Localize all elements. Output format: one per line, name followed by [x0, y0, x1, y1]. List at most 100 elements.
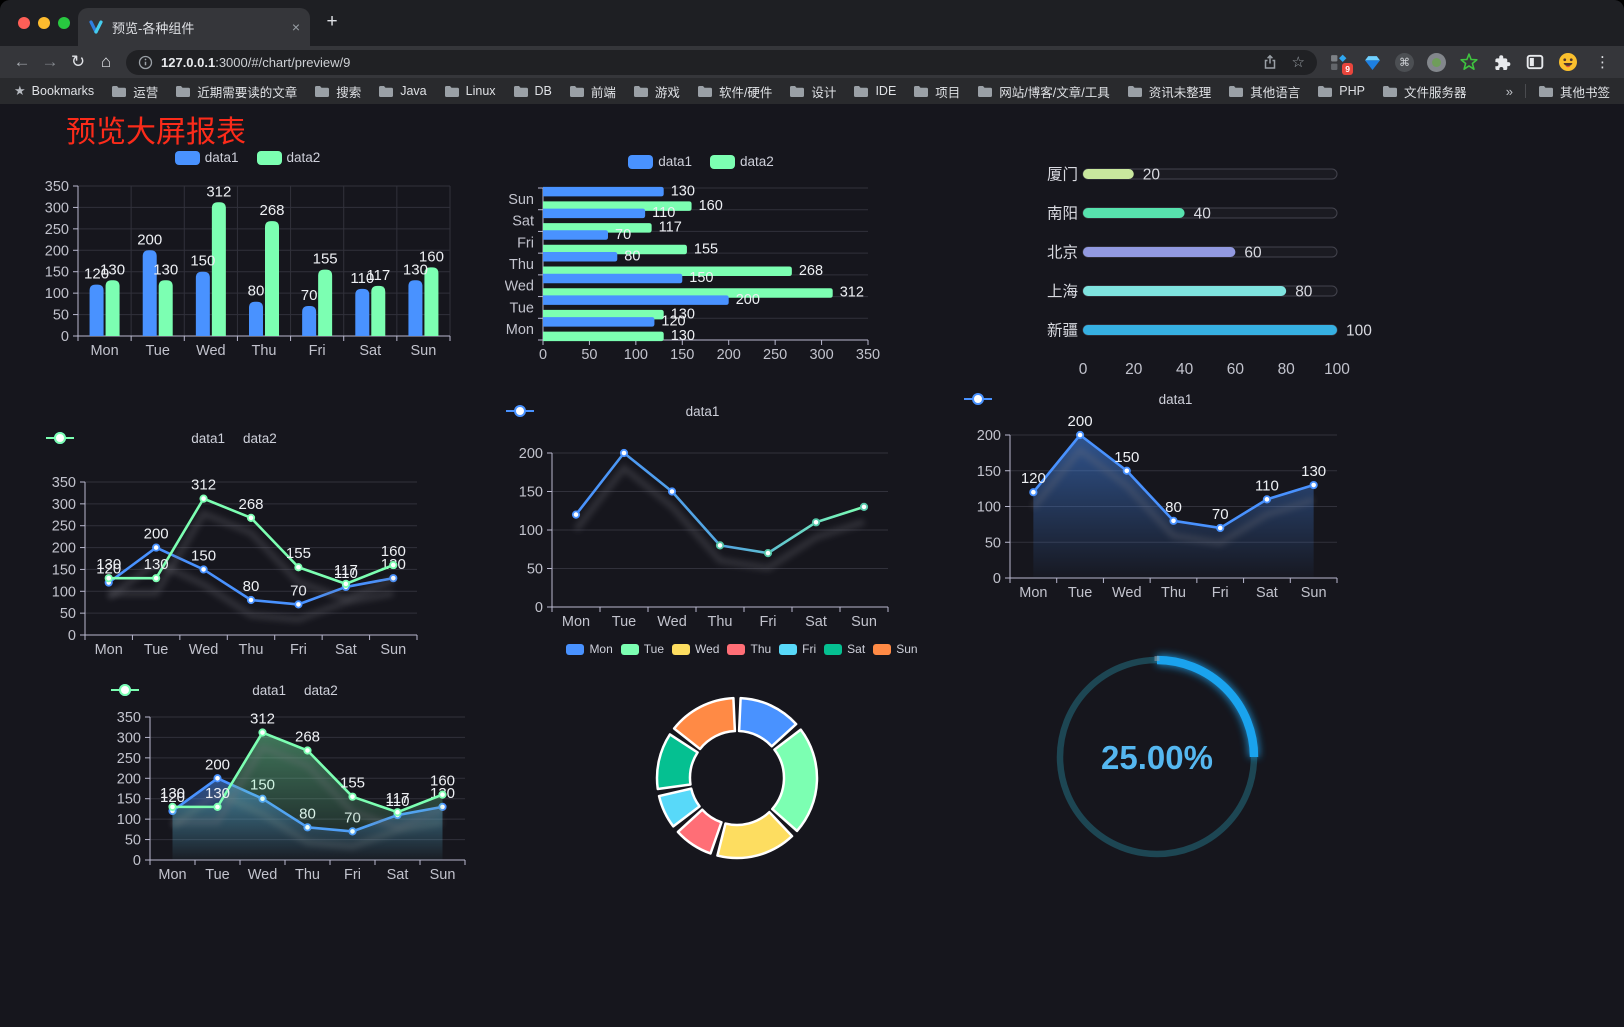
legend-item[interactable]: Mon	[566, 642, 613, 656]
svg-text:150: 150	[977, 464, 1001, 480]
svg-text:Fri: Fri	[344, 867, 361, 883]
reload-icon[interactable]: ↻	[70, 52, 86, 71]
two-series-area-chart-canvas: 0 50 100 150 200 250 300 350 Mon Tue Wed Thu Fri Sat S…	[117, 710, 466, 883]
legend-item[interactable]: Fri	[779, 642, 816, 656]
bookmark-folder[interactable]: 网站/博客/文章/工具	[977, 82, 1110, 101]
bookmark-folder[interactable]: Java	[378, 82, 427, 101]
extensions-area: 9 ⌘	[1325, 52, 1624, 75]
bookmark-folder[interactable]: IDE	[853, 82, 896, 101]
legend-item[interactable]: data1	[111, 683, 286, 698]
legend-item[interactable]: data2	[46, 431, 277, 446]
new-tab-button[interactable]: +	[326, 11, 338, 32]
svg-text:100: 100	[117, 812, 141, 828]
bookmark-folder[interactable]: 软件/硬件	[697, 82, 772, 101]
extensions-puzzle-icon[interactable]	[1492, 52, 1512, 72]
svg-text:80: 80	[248, 283, 265, 300]
legend-item[interactable]: data2	[111, 683, 338, 698]
bookmark-folder[interactable]: 项目	[913, 82, 960, 101]
tab-manager-extension-icon[interactable]: 9	[1329, 52, 1353, 75]
svg-text:150: 150	[190, 253, 215, 270]
single-area-chart-canvas: 0 50 100 150 200 Mon Tue Wed Thu Fri Sat Sun 120 200 1…	[977, 413, 1338, 601]
legend-item[interactable]: Wed	[672, 642, 719, 656]
svg-text:110: 110	[334, 565, 358, 582]
svg-text:110: 110	[652, 205, 675, 221]
bookmark-folder[interactable]: 游戏	[633, 82, 680, 101]
tab-close-icon[interactable]: ×	[291, 19, 300, 35]
address-bar[interactable]: 127.0.0.1:3000/#/chart/preview/9 ☆	[126, 49, 1317, 75]
browser-tab[interactable]: 预览-各种组件 ×	[78, 8, 310, 46]
side-panel-icon[interactable]	[1525, 52, 1545, 72]
svg-text:Sun: Sun	[508, 192, 534, 208]
svg-text:130: 130	[96, 556, 121, 573]
url-text[interactable]: 127.0.0.1:3000/#/chart/preview/9	[161, 55, 350, 70]
bookmark-folder[interactable]: 前端	[569, 82, 616, 101]
bookmark-folder[interactable]: 资讯未整理	[1127, 82, 1211, 101]
gem-extension-icon[interactable]	[1362, 52, 1382, 72]
bookmark-folder[interactable]: Linux	[444, 82, 496, 101]
browser-menu-icon[interactable]: ⋮	[1595, 54, 1610, 71]
legend-item[interactable]: data2	[256, 150, 320, 165]
svg-text:Sat: Sat	[335, 642, 357, 658]
svg-text:Fri: Fri	[517, 235, 534, 251]
bookmark-folder[interactable]: 运营	[111, 82, 158, 101]
legend-item[interactable]: Tue	[620, 642, 664, 656]
home-icon[interactable]: ⌂	[100, 52, 112, 71]
site-info-icon[interactable]	[138, 55, 153, 70]
bookmark-star-icon[interactable]: ☆	[1291, 54, 1305, 71]
green-star-extension-icon[interactable]	[1459, 52, 1479, 72]
legend-item[interactable]: data1	[174, 150, 239, 165]
recorder-extension-icon[interactable]	[1427, 52, 1446, 72]
legend-item[interactable]: data1	[628, 154, 692, 169]
legend-swatch	[727, 643, 746, 655]
svg-text:Fri: Fri	[309, 343, 326, 359]
legend-item[interactable]: Thu	[727, 642, 771, 656]
svg-text:350: 350	[45, 179, 69, 195]
svg-text:Mon: Mon	[158, 867, 186, 883]
url-host: 127.0.0.1	[161, 54, 216, 70]
bookmark-folder[interactable]: 设计	[789, 82, 836, 101]
window-close-button[interactable]	[18, 17, 30, 29]
svg-text:110: 110	[350, 270, 374, 287]
legend-item[interactable]: data1	[506, 404, 719, 419]
svg-text:0: 0	[993, 571, 1001, 587]
legend-swatch	[824, 643, 843, 655]
svg-text:150: 150	[191, 547, 216, 564]
bookmark-folder[interactable]: DB	[513, 82, 552, 101]
grouped-bar-chart: 0 50 100 150 200 250 300 350 120 130 Mon 200 130 Tue 1…	[40, 148, 455, 370]
legend-item[interactable]: data1	[964, 392, 1192, 407]
command-extension-icon[interactable]: ⌘	[1395, 52, 1414, 72]
window-zoom-button[interactable]	[58, 17, 70, 29]
bookmark-folder[interactable]: 其他语言	[1228, 82, 1300, 101]
svg-text:250: 250	[52, 519, 76, 535]
other-bookmarks-folder[interactable]: 其他书签	[1538, 82, 1610, 101]
gauge-chart: 25.00%	[1038, 640, 1278, 878]
chart-legend: data1	[963, 392, 1388, 407]
legend-item[interactable]: data1	[46, 431, 225, 446]
svg-text:110: 110	[1255, 477, 1279, 494]
bookmark-folder[interactable]: PHP	[1317, 82, 1365, 101]
bookmarks-overflow-icon[interactable]: »	[1505, 83, 1513, 99]
back-icon[interactable]: ←	[13, 52, 31, 71]
svg-text:120: 120	[661, 314, 685, 330]
bookmark-folder[interactable]: 搜索	[314, 82, 361, 101]
legend-item[interactable]: data2	[710, 154, 774, 169]
svg-text:130: 130	[153, 261, 178, 278]
share-icon[interactable]	[1262, 54, 1278, 70]
bookmarks-label: Bookmarks	[31, 84, 95, 98]
bookmarks-manager[interactable]: ★ Bookmarks	[14, 83, 94, 99]
svg-text:Sat: Sat	[359, 343, 381, 359]
legend-item[interactable]: Sat	[824, 642, 865, 656]
window-minimize-button[interactable]	[38, 17, 50, 29]
legend-item[interactable]: Sun	[873, 642, 918, 656]
svg-text:150: 150	[670, 347, 694, 363]
bookmark-folder[interactable]: 文件服务器	[1382, 82, 1466, 101]
svg-text:Sun: Sun	[851, 614, 877, 630]
bookmark-folder[interactable]: 近期需要读的文章	[175, 82, 297, 101]
svg-text:300: 300	[45, 200, 69, 216]
chart-legend: data1	[505, 404, 900, 419]
svg-text:150: 150	[519, 485, 543, 501]
profile-avatar[interactable]	[1558, 52, 1578, 72]
svg-text:150: 150	[45, 265, 69, 281]
svg-text:130: 130	[1301, 463, 1326, 480]
forward-icon[interactable]: →	[41, 52, 59, 71]
